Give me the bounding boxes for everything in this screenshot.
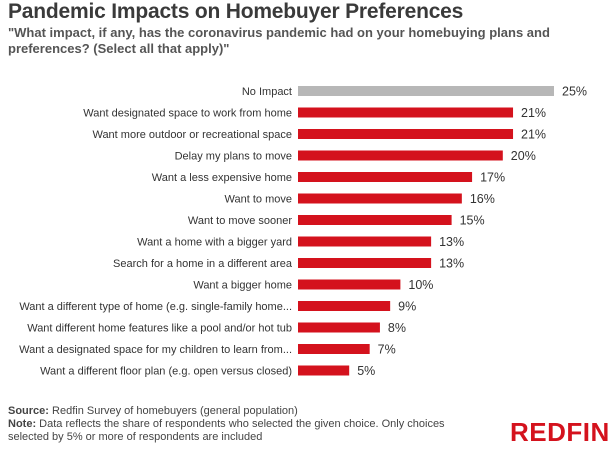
bar	[298, 236, 432, 247]
category-label: Want designated space to work from home	[83, 108, 292, 120]
value-label: 21%	[521, 128, 546, 142]
chart-title: Pandemic Impacts on Homebuyer Preference…	[8, 0, 464, 23]
bar	[298, 150, 503, 161]
source-line: Source: Redfin Survey of homebuyers (gen…	[8, 405, 478, 418]
category-label: Want a different type of home (e.g. sing…	[19, 301, 292, 313]
category-label: Want a bigger home	[193, 280, 292, 292]
value-label: 13%	[439, 235, 464, 249]
value-label: 5%	[357, 364, 375, 378]
chart-footer: Source: Redfin Survey of homebuyers (gen…	[8, 405, 478, 444]
bar	[298, 107, 514, 118]
category-label: Want a home with a bigger yard	[137, 237, 292, 249]
bar	[298, 322, 380, 333]
bar	[298, 86, 554, 96]
value-label: 16%	[470, 192, 495, 206]
value-label: 20%	[511, 149, 536, 163]
bar	[298, 279, 401, 290]
category-label: Want to move	[225, 194, 292, 206]
category-label: Want to move sooner	[188, 215, 292, 227]
category-label: Search for a home in a different area	[113, 258, 293, 270]
category-label: Want a designated space for my children …	[19, 344, 292, 356]
value-label: 10%	[408, 278, 433, 292]
category-label: Want a less expensive home	[152, 172, 292, 184]
chart-subtitle: "What impact, if any, has the coronaviru…	[8, 25, 550, 56]
bar	[298, 344, 370, 354]
value-label: 7%	[378, 343, 396, 357]
bar	[298, 365, 350, 376]
category-label: Want more outdoor or recreational space	[92, 129, 292, 141]
category-label: Delay my plans to move	[175, 151, 292, 163]
value-label: 8%	[388, 321, 406, 335]
value-label: 9%	[398, 300, 416, 314]
value-label: 25%	[562, 85, 587, 99]
category-label: No Impact	[242, 86, 292, 98]
note-text: Data reflects the share of respondents w…	[8, 418, 445, 443]
bar	[298, 258, 432, 268]
source-text: Redfin Survey of homebuyers (general pop…	[48, 405, 298, 417]
note-label: Note:	[8, 418, 37, 430]
bar	[298, 301, 391, 311]
bar	[298, 172, 473, 182]
bar	[298, 193, 462, 204]
category-label: Want different home features like a pool…	[27, 323, 292, 335]
value-label: 21%	[521, 106, 546, 120]
redfin-logo: REDFIN	[510, 417, 610, 447]
value-label: 15%	[460, 214, 485, 228]
value-label: 17%	[480, 171, 505, 185]
bar-chart: No Impact 25% Want designated space to wor…	[19, 85, 587, 379]
note-line: Note: Data reflects the share of respond…	[8, 418, 478, 444]
category-label: Want a different floor plan (e.g. open v…	[40, 366, 292, 378]
bar	[298, 215, 452, 225]
bar	[298, 129, 514, 139]
value-label: 13%	[439, 257, 464, 271]
source-label: Source:	[8, 405, 49, 417]
